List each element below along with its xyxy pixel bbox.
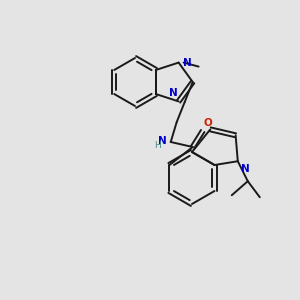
- Text: N: N: [241, 164, 250, 174]
- Text: N: N: [158, 136, 167, 146]
- Text: N: N: [169, 88, 178, 98]
- Text: O: O: [204, 118, 212, 128]
- Text: H: H: [154, 140, 161, 149]
- Text: N: N: [183, 58, 191, 68]
